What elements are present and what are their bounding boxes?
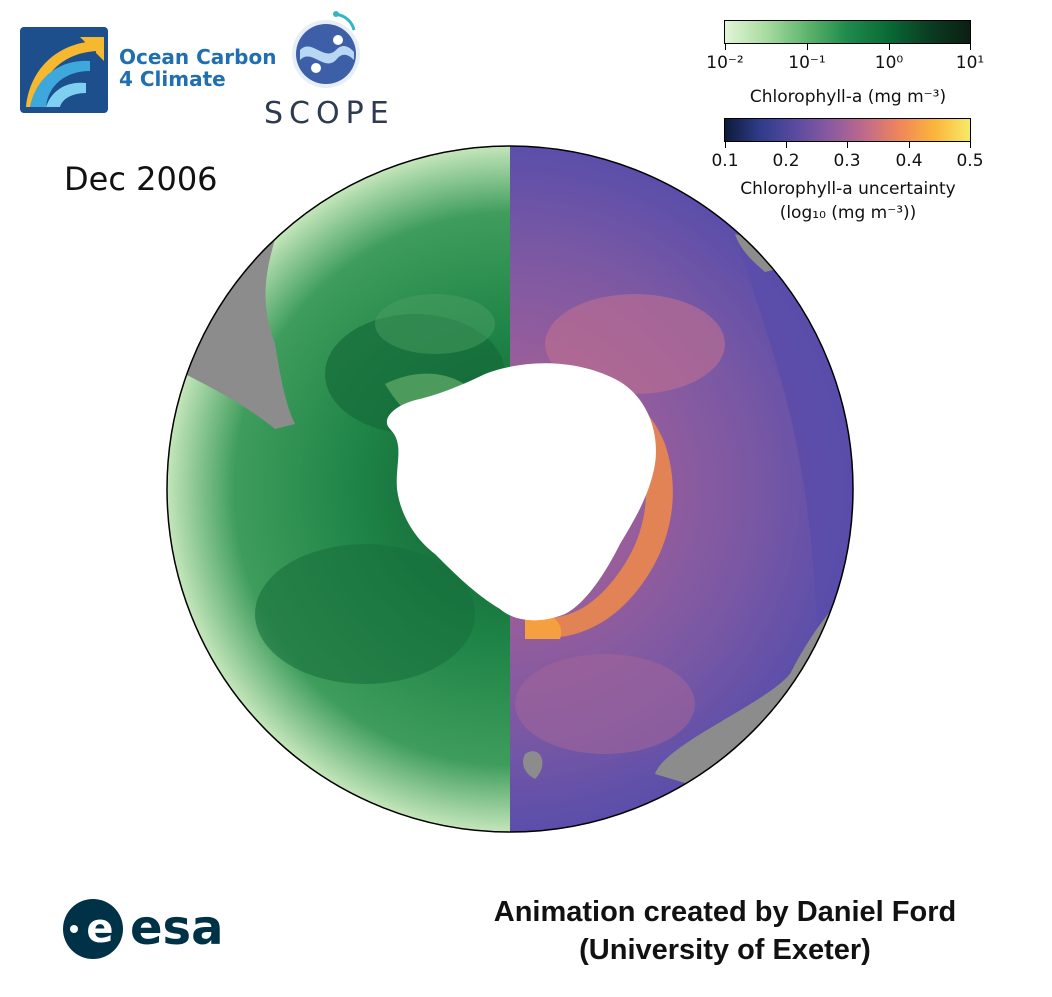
svg-text:e: e: [86, 906, 113, 952]
credit-line1: Animation created by Daniel Ford: [493, 896, 957, 928]
chlorophyll-colorbar-title: Chlorophyll-a (mg m⁻³): [749, 87, 947, 107]
scope-logo-icon: [292, 11, 360, 88]
credit-line2: (University of Exeter): [579, 934, 871, 966]
southern-ocean-polar-map: [166, 145, 854, 833]
esa-logo-text: esa: [130, 900, 224, 956]
chl-tick-1: 10⁻¹: [788, 53, 826, 73]
new-zealand-land: [523, 751, 543, 779]
ocean-carbon-4-climate-logo: [20, 27, 108, 113]
chl-tick-0: 10⁻²: [706, 53, 744, 73]
chlorophyll-colorbar: 10⁻² 10⁻¹ 10⁰ 10¹ Chlorophyll-a (mg m⁻³): [706, 20, 984, 107]
uncertainty-colorbar-title-line2: (log₁₀ (mg m⁻³)): [779, 203, 917, 223]
oc4c-line1: Ocean Carbon: [119, 45, 277, 69]
animation-credit: Animation created by Daniel Ford (Univer…: [440, 893, 1010, 969]
chl-tick-3: 10¹: [955, 53, 985, 73]
unc-tick-1: 0.2: [772, 151, 800, 171]
unc-tick-0: 0.1: [711, 151, 739, 171]
chl-tick-2: 10⁰: [874, 53, 904, 73]
unc-tick-2: 0.3: [833, 151, 861, 171]
map-boundary: [166, 145, 854, 833]
oc4c-line2: 4 Climate: [119, 67, 226, 91]
uncertainty-colorbar: 0.1 0.2 0.3 0.4 0.5 Chlorophyll-a uncert…: [711, 118, 984, 223]
antarctica: [386, 363, 656, 621]
scope-logo-text: SCOPE: [264, 96, 395, 131]
island-land: [735, 234, 777, 272]
date-label: Dec 2006: [64, 160, 218, 198]
oc4c-logo-text: Ocean Carbon 4 Climate: [119, 46, 276, 90]
unc-tick-4: 0.5: [956, 151, 984, 171]
esa-logo-icon: e esa: [63, 899, 224, 959]
unc-tick-3: 0.4: [895, 151, 923, 171]
uncertainty-colorbar-title-line1: Chlorophyll-a uncertainty: [740, 179, 956, 199]
